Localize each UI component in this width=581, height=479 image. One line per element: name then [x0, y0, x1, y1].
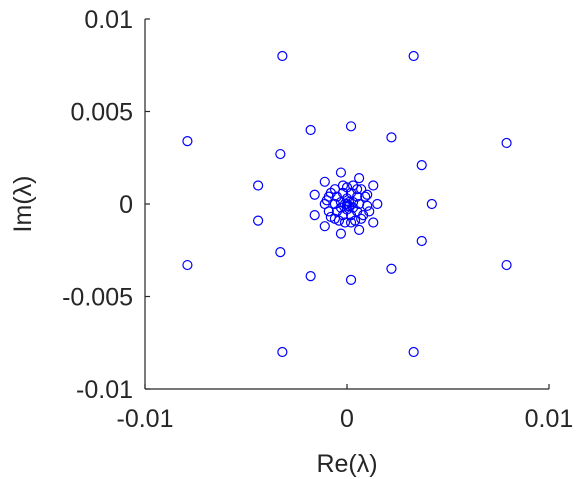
- y-tick-label: 0.01: [84, 6, 133, 34]
- y-tick-label: 0.005: [70, 99, 133, 127]
- data-point: [253, 215, 264, 226]
- data-point: [277, 346, 288, 358]
- data-point: [386, 263, 397, 274]
- data-point: [364, 206, 375, 217]
- data-point: [309, 210, 320, 221]
- axes: [144, 19, 549, 390]
- data-point: [416, 160, 427, 171]
- data-point: [354, 224, 365, 235]
- data-point: [426, 198, 437, 210]
- data-point: [329, 198, 340, 210]
- x-tick-label: 0: [340, 405, 354, 433]
- data-point: [501, 137, 512, 149]
- data-point: [277, 50, 288, 62]
- data-point: [275, 247, 286, 258]
- data-point: [362, 200, 373, 211]
- data-point: [309, 189, 320, 200]
- ticks: -0.01 0 0.01 -0.01 -0.005 0 0.005 0.01: [62, 6, 573, 433]
- data-point: [305, 271, 316, 282]
- data-point: [335, 167, 347, 178]
- data-point: [354, 173, 365, 184]
- data-point: [362, 189, 373, 200]
- data-point: [337, 180, 349, 191]
- x-tick-label: -0.01: [117, 405, 174, 433]
- data-point: [182, 259, 193, 271]
- data-point: [354, 198, 365, 210]
- data-point: [182, 136, 193, 147]
- data-point: [345, 217, 357, 228]
- data-point: [339, 217, 351, 228]
- data-point: [386, 132, 397, 143]
- data-point: [335, 228, 347, 239]
- data-point: [325, 187, 336, 198]
- y-tick-label: -0.005: [62, 284, 133, 312]
- y-tick-label: 0: [119, 191, 133, 219]
- data-point: [408, 346, 419, 358]
- data-point: [305, 124, 316, 136]
- data-point: [253, 180, 264, 191]
- data-point: [275, 148, 286, 160]
- x-axis-label: Re(λ): [316, 450, 377, 478]
- data-point: [372, 198, 383, 210]
- data-points: [182, 50, 512, 358]
- data-point: [408, 50, 419, 62]
- y-axis-label: Im(λ): [9, 176, 37, 233]
- data-point: [347, 180, 359, 191]
- data-point: [345, 274, 357, 285]
- data-point: [319, 221, 330, 232]
- data-point: [368, 217, 379, 228]
- data-point: [368, 180, 379, 191]
- data-point: [325, 211, 336, 223]
- data-point: [341, 198, 353, 210]
- data-point: [416, 235, 427, 247]
- data-point: [343, 200, 355, 211]
- data-point: [345, 121, 357, 132]
- data-point: [319, 176, 330, 187]
- data-point: [501, 259, 512, 271]
- x-tick-label: 0.01: [525, 405, 574, 433]
- y-tick-label: -0.01: [76, 376, 133, 404]
